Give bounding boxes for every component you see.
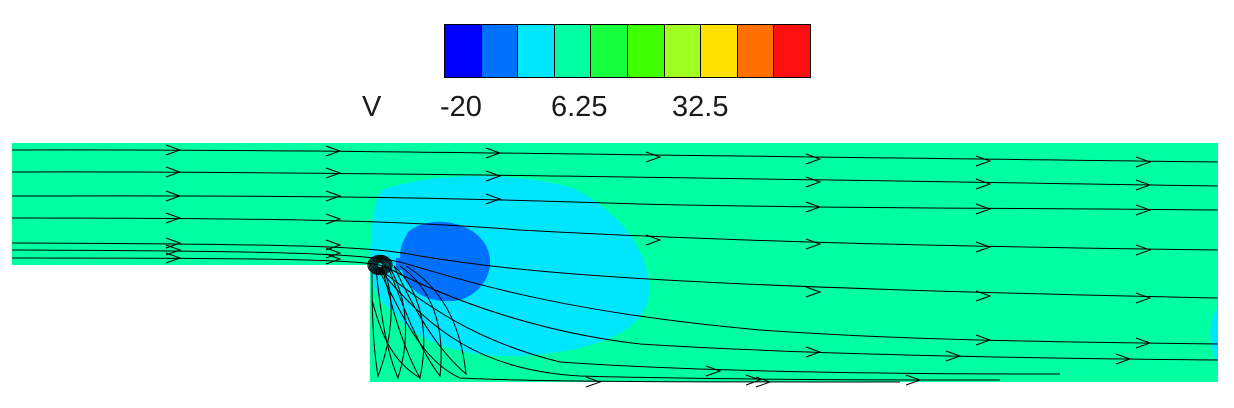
streamline-arrow <box>805 346 822 358</box>
streamline <box>375 261 385 269</box>
streamline <box>387 265 442 378</box>
streamline-arrow <box>975 178 992 190</box>
streamline-arrow <box>1135 292 1152 304</box>
streamline-arrow <box>975 203 992 215</box>
legend-swatch <box>626 25 664 77</box>
streamline-arrow <box>325 247 342 259</box>
legend-swatch <box>553 25 591 77</box>
streamline <box>368 255 392 275</box>
legend-swatch <box>590 25 627 77</box>
legend-swatch <box>663 25 701 77</box>
legend-swatch <box>517 25 554 77</box>
legend-tick-label: 6.25 <box>551 91 608 123</box>
streamline-arrow <box>975 241 992 253</box>
streamline-arrow <box>805 176 822 188</box>
streamline-arrow <box>485 170 502 182</box>
color-legend <box>444 24 811 78</box>
streamline-arrow <box>325 145 342 157</box>
streamline-arrow <box>165 244 182 256</box>
legend-tick-label: 32.5 <box>672 91 729 123</box>
streamline <box>373 260 387 270</box>
streamline <box>371 258 389 272</box>
legend-swatch <box>480 25 518 77</box>
streamline-arrow <box>585 376 602 388</box>
streamline-arrow <box>755 376 772 388</box>
streamline-arrow <box>805 238 822 250</box>
streamline-arrow <box>325 190 342 202</box>
streamline <box>393 265 467 376</box>
legend-variable-label: V <box>362 91 382 123</box>
streamline <box>367 254 393 276</box>
streamline-arrow <box>645 151 662 163</box>
streamline-arrow <box>905 374 922 386</box>
streamline-arrow <box>945 350 962 362</box>
streamline-arrow <box>1135 204 1152 216</box>
streamline-arrow <box>325 167 342 179</box>
streamline-arrow <box>485 193 502 205</box>
streamline-arrow <box>325 213 342 225</box>
streamline-arrow <box>165 190 182 202</box>
legend-swatch <box>736 25 774 77</box>
streamline-arrow <box>975 334 992 346</box>
streamline-arrow <box>1135 244 1152 256</box>
streamline-arrow <box>975 155 992 167</box>
streamline-arrow <box>1115 353 1132 365</box>
streamline <box>11 195 1219 211</box>
contour-outlet-region <box>1210 306 1218 362</box>
streamline-arrow <box>745 374 762 386</box>
streamline <box>11 149 1219 163</box>
streamline-arrow <box>705 365 722 377</box>
streamline-arrow <box>805 286 822 298</box>
streamline-arrow <box>165 212 182 224</box>
streamline <box>376 262 384 268</box>
streamline-arrow <box>1135 179 1152 191</box>
streamline <box>371 299 421 379</box>
streamline-arrow <box>805 153 822 165</box>
legend-swatch <box>700 25 737 77</box>
streamline-arrow <box>325 253 342 265</box>
streamline <box>370 256 391 274</box>
legend-swatch <box>445 25 481 77</box>
streamline-arrow <box>1135 337 1152 349</box>
streamline <box>11 249 1219 345</box>
streamline-arrow <box>165 252 182 264</box>
streamline <box>377 267 1061 375</box>
streamline-arrow <box>485 147 502 159</box>
streamline <box>11 171 1219 187</box>
streamline <box>375 267 406 380</box>
streamline-arrow <box>1135 156 1152 168</box>
streamline-arrow <box>325 239 342 251</box>
streamline-arrow <box>165 144 182 156</box>
streamline-arrow <box>805 201 822 213</box>
streamline-arrow <box>975 290 992 302</box>
legend-tick-label: -20 <box>440 91 482 123</box>
streamline <box>11 217 1219 251</box>
legend-swatch <box>773 25 810 77</box>
streamline-arrow <box>165 166 182 178</box>
streamline-arrow <box>645 234 662 246</box>
streamlines <box>11 144 1219 388</box>
streamline <box>11 242 1219 299</box>
streamline <box>379 269 1001 381</box>
